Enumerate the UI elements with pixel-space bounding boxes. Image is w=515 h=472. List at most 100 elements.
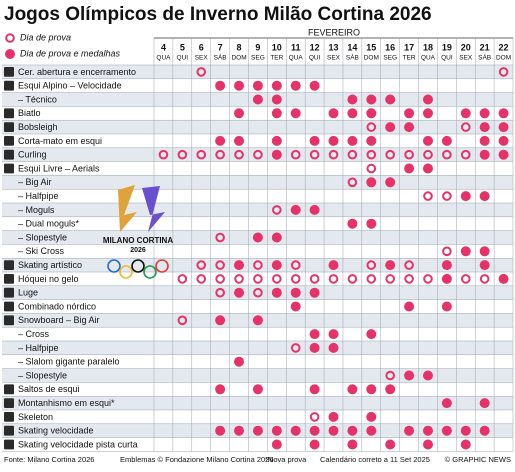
event-ring — [385, 274, 395, 284]
medal-dot — [422, 370, 433, 381]
medal-dot — [366, 108, 377, 119]
sport-label: Biatlo — [18, 108, 41, 118]
event-ring — [460, 274, 471, 284]
event-ring — [385, 149, 395, 160]
sport-label: Skating artístico — [18, 260, 82, 270]
medal-dot — [215, 315, 226, 326]
event-ring — [328, 149, 339, 160]
sport-icon — [4, 80, 14, 91]
event-ring — [290, 343, 301, 353]
sport-icon — [4, 287, 14, 298]
medal-dot — [309, 439, 320, 450]
medal-dot — [252, 80, 263, 91]
sport-icon — [4, 163, 14, 174]
month: FEVEREIRO — [308, 27, 360, 37]
row-band — [2, 161, 513, 176]
weekday: QUI — [309, 55, 321, 62]
medal-dot — [347, 135, 358, 146]
event-ring — [347, 274, 358, 284]
event-ring — [309, 412, 320, 422]
medal-dot — [479, 425, 490, 436]
sport-label: – Slopestyle — [18, 232, 67, 242]
medal-dot — [404, 425, 415, 436]
weekday: DOM — [364, 55, 379, 62]
event-ring — [404, 149, 414, 160]
medal-dot — [479, 398, 490, 409]
medal-dot — [366, 135, 377, 146]
medal-dot — [366, 218, 377, 229]
sport-label: Skating velocidade — [18, 426, 94, 436]
sport-icon — [4, 67, 14, 77]
event-ring — [290, 149, 301, 160]
medal-dot — [234, 287, 245, 298]
medal-dot — [309, 342, 320, 353]
day-number: 20 — [461, 42, 471, 52]
medal-dot — [385, 122, 396, 133]
event-ring — [442, 149, 452, 160]
medal-dot — [252, 384, 263, 395]
sport-label: Bobsleigh — [18, 122, 58, 132]
medal-dot — [271, 108, 282, 119]
weekday: TER — [403, 55, 416, 62]
event-ring — [309, 274, 320, 284]
row-band — [2, 368, 513, 383]
sport-label: – Slalom gigante paralelo — [18, 357, 120, 367]
sport-icon — [4, 384, 14, 395]
event-ring — [479, 274, 490, 284]
sport-label: – Ski Cross — [18, 246, 65, 256]
medal-dot — [404, 122, 415, 133]
row-band — [2, 437, 513, 452]
medal-dot — [498, 149, 509, 160]
sport-icon — [4, 425, 14, 436]
row-band — [2, 354, 513, 369]
sport-label: – Big Air — [18, 177, 52, 187]
event-ring — [498, 67, 509, 77]
day-number: 16 — [385, 42, 395, 52]
medal-dot — [498, 273, 509, 284]
medal-dot — [290, 287, 301, 298]
event-ring — [404, 260, 414, 270]
sport-label: Esqui Alpino – Velocidade — [18, 81, 122, 91]
event-ring — [347, 177, 358, 188]
event-ring — [253, 260, 263, 270]
medal-dot — [328, 342, 339, 353]
weekday: QUA — [421, 55, 436, 62]
footer-date: Calendário correto a 11 Set 2025 — [320, 455, 430, 464]
sport-icon — [4, 260, 14, 270]
medal-dot — [366, 177, 377, 188]
medal-dot — [271, 260, 282, 271]
weekday: TER — [270, 55, 283, 62]
row-band — [2, 147, 513, 162]
row-band — [2, 410, 513, 424]
event-ring — [234, 274, 244, 284]
medal-dot — [347, 439, 358, 450]
day-number: 14 — [347, 42, 357, 52]
medal-dot — [328, 135, 339, 146]
medal-dot — [347, 94, 358, 105]
day-number: 11 — [291, 42, 301, 52]
medal-dot — [234, 108, 245, 119]
sport-label: Snowboard – Big Air — [18, 315, 100, 325]
medal-dot — [309, 384, 320, 395]
event-ring — [215, 260, 225, 270]
event-ring — [290, 260, 301, 270]
medal-dot — [460, 108, 471, 119]
sport-icon — [4, 149, 14, 160]
medal-dot — [271, 425, 282, 436]
medal-dot — [215, 80, 226, 91]
row-band — [2, 189, 513, 203]
olympic-ring — [119, 265, 133, 279]
sport-label: Skeleton — [18, 412, 53, 422]
weekday: SEX — [459, 55, 473, 62]
footer-note: *Nova prova — [265, 455, 307, 464]
event-ring — [290, 274, 301, 284]
medal-dot — [309, 135, 320, 146]
event-ring — [177, 315, 188, 326]
medal-dot — [309, 204, 320, 215]
event-ring — [158, 149, 169, 160]
event-ring — [347, 149, 358, 160]
medal-dot — [347, 425, 358, 436]
medal-dot — [309, 425, 320, 436]
event-ring — [196, 260, 207, 270]
sport-label: Skating velocidade pista curta — [18, 439, 138, 449]
